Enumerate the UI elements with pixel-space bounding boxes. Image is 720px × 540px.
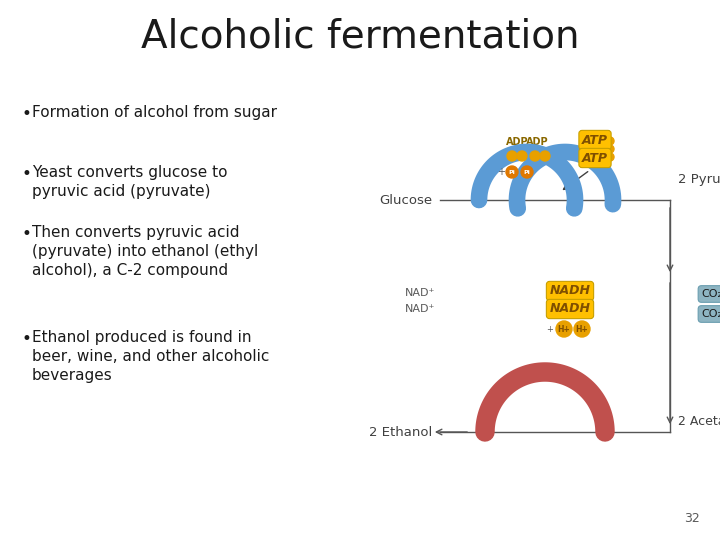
Circle shape [521,166,533,178]
Circle shape [556,321,572,337]
Circle shape [506,166,518,178]
Text: Alcoholic fermentation: Alcoholic fermentation [140,18,580,56]
Text: H+: H+ [575,325,588,334]
Text: Glucose: Glucose [379,193,432,206]
Text: 2 Acetaldehyde: 2 Acetaldehyde [678,415,720,429]
Text: Ethanol produced is found in
beer, wine, and other alcoholic
beverages: Ethanol produced is found in beer, wine,… [32,330,269,383]
Text: •: • [22,165,32,183]
Text: 2 Pyruvate: 2 Pyruvate [678,173,720,186]
Text: Pi: Pi [523,170,531,174]
Text: +: + [546,325,554,334]
Circle shape [540,151,550,161]
Text: Formation of alcohol from sugar: Formation of alcohol from sugar [32,105,277,120]
Circle shape [606,145,614,153]
Text: ADP: ADP [526,137,549,147]
Circle shape [530,151,540,161]
Circle shape [606,137,614,145]
Text: NADH: NADH [549,285,590,298]
Text: CO₂: CO₂ [701,289,720,299]
Text: +: + [497,167,505,177]
Circle shape [517,151,527,161]
Text: •: • [22,330,32,348]
Text: NAD⁺: NAD⁺ [405,304,435,314]
Text: NADH: NADH [549,302,590,315]
Text: Then converts pyruvic acid
(pyruvate) into ethanol (ethyl
alcohol), a C-2 compou: Then converts pyruvic acid (pyruvate) in… [32,225,258,279]
Text: ATP: ATP [582,152,608,165]
Circle shape [606,153,614,161]
Circle shape [574,321,590,337]
Text: ADP: ADP [505,137,528,147]
Text: H+: H+ [557,325,570,334]
Circle shape [507,151,517,161]
Text: 2 Ethanol: 2 Ethanol [369,426,432,438]
Text: ATP: ATP [582,133,608,146]
Text: Pi: Pi [508,170,516,174]
Text: CO₂: CO₂ [701,309,720,319]
Text: Yeast converts glucose to
pyruvic acid (pyruvate): Yeast converts glucose to pyruvic acid (… [32,165,228,199]
Text: •: • [22,105,32,123]
Text: NAD⁺: NAD⁺ [405,288,435,298]
Text: 32: 32 [684,512,700,525]
Text: •: • [22,225,32,243]
